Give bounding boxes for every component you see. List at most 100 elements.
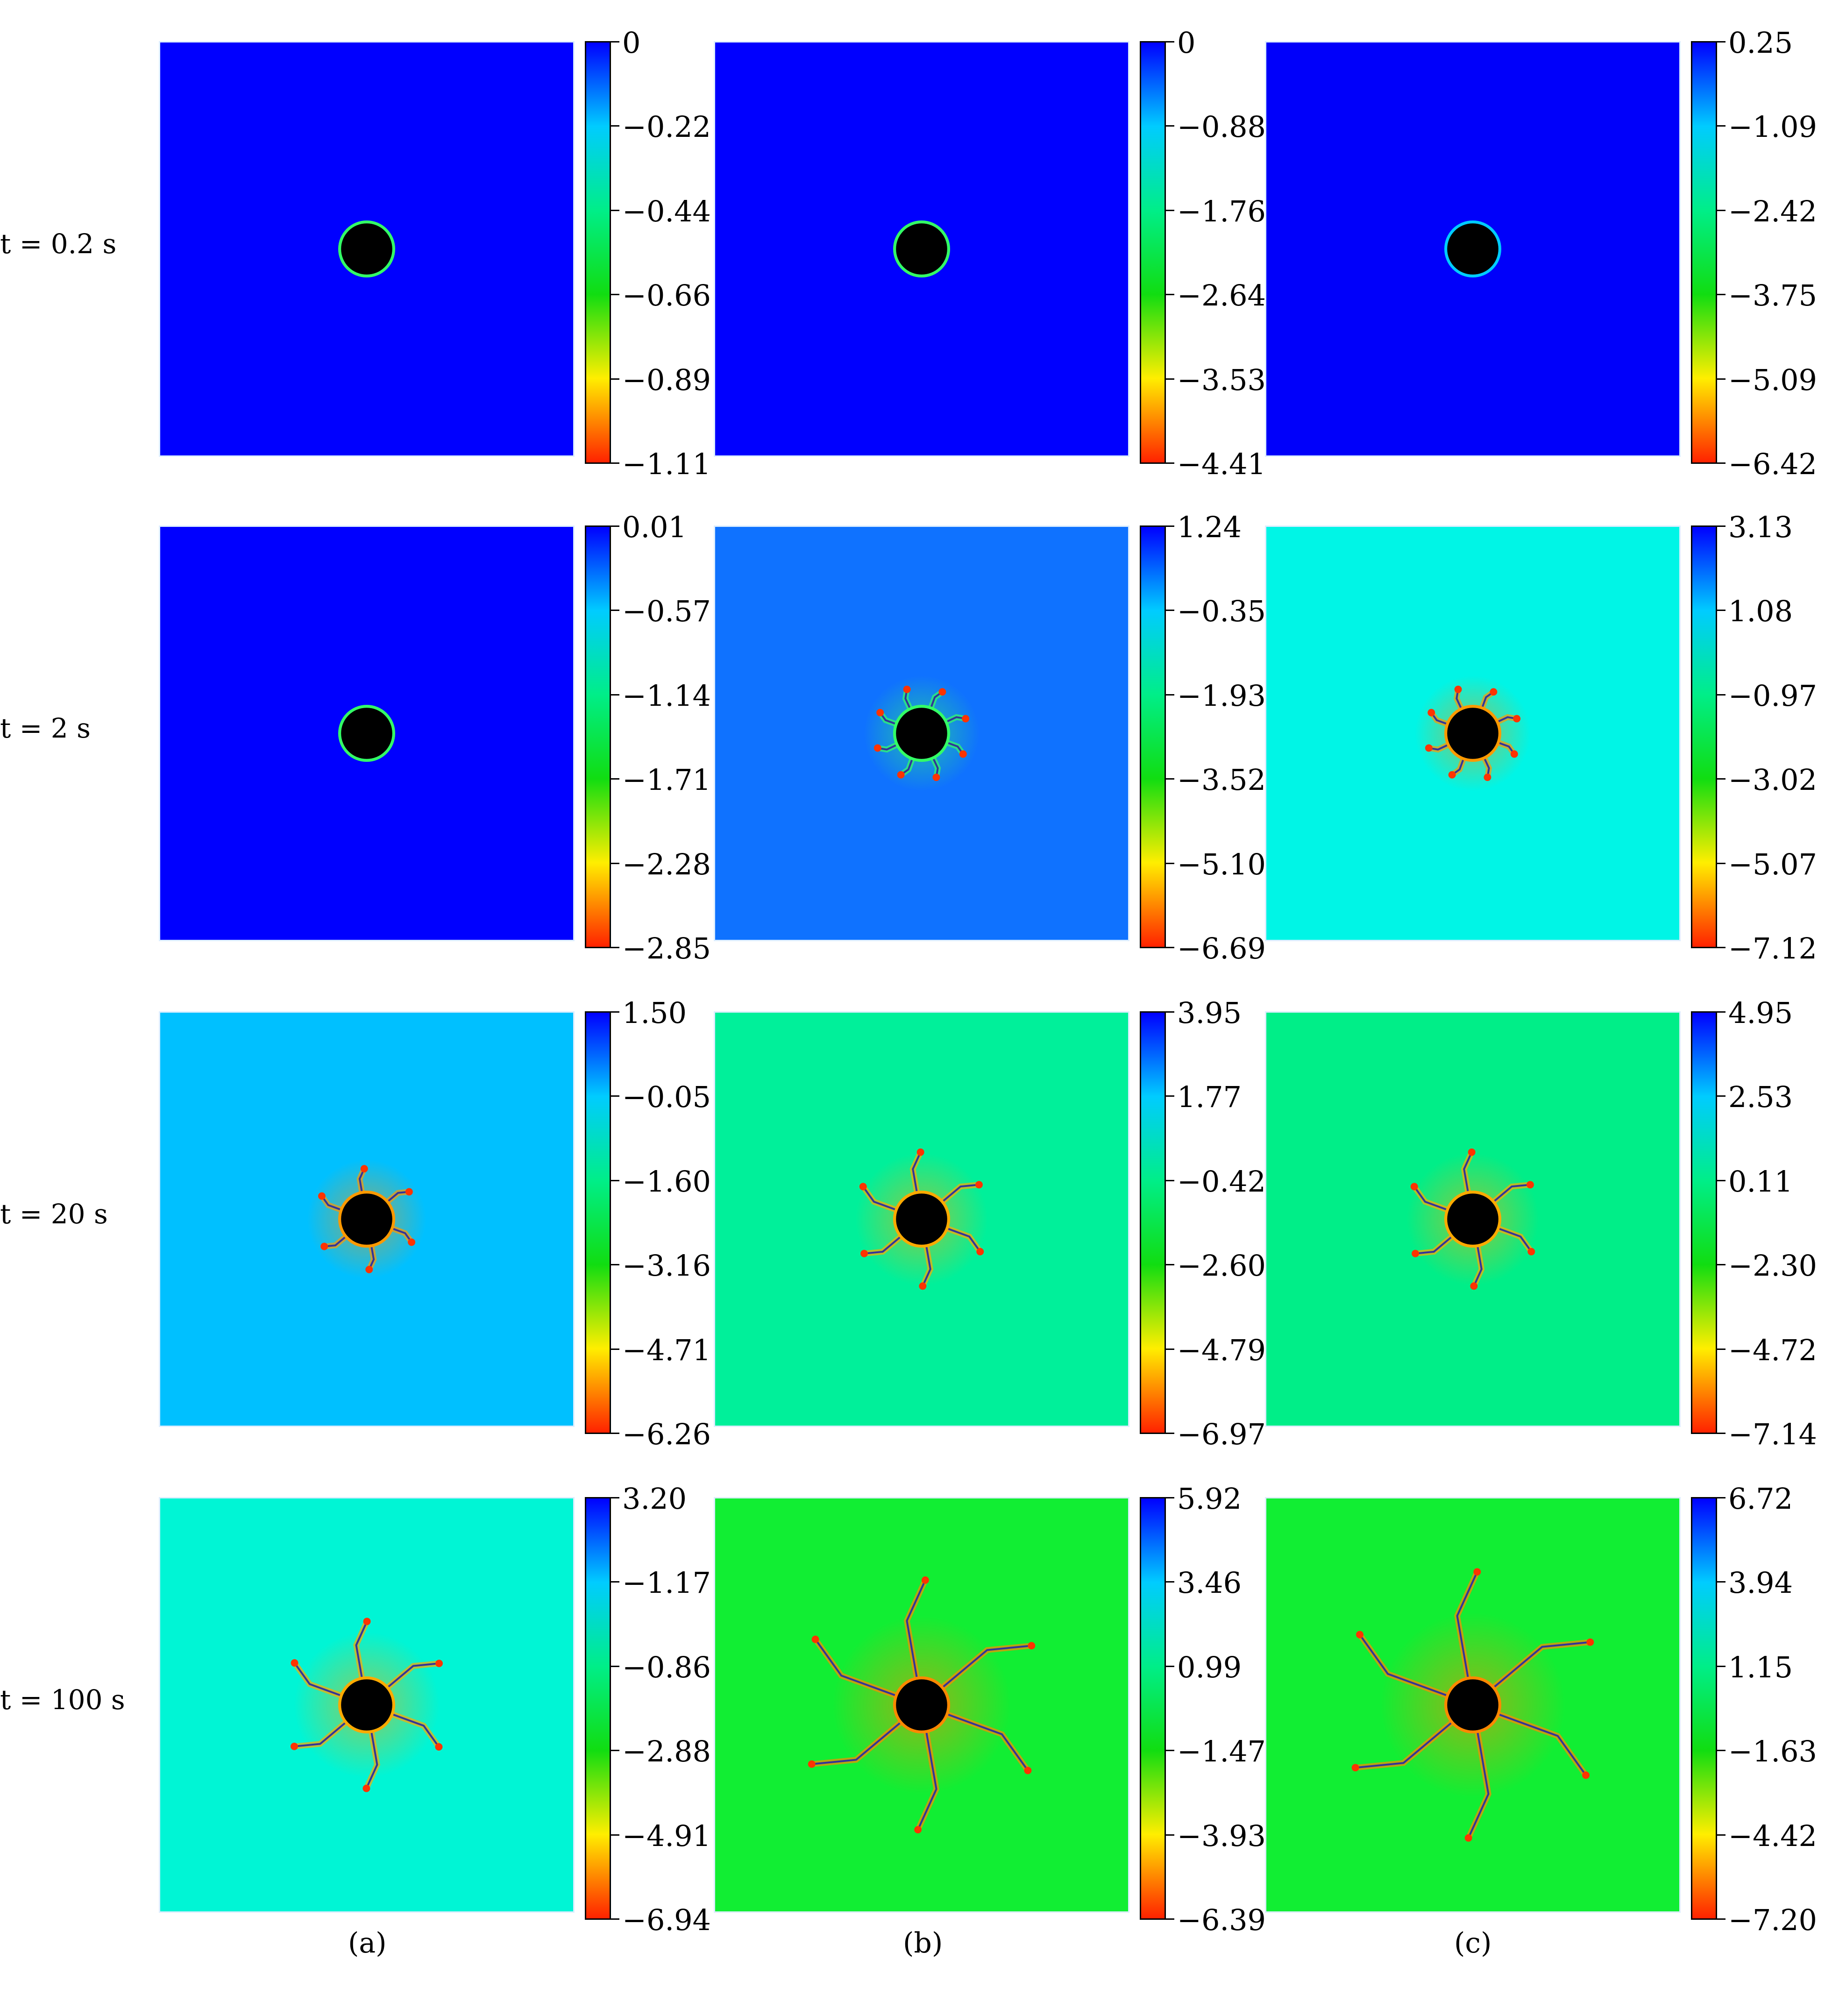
crack-line [1497, 1713, 1587, 1776]
colorbar-tick [1166, 1433, 1174, 1434]
crack-tip [921, 1576, 929, 1584]
column-label: (a) [348, 1927, 387, 1959]
crack-tip [1028, 1642, 1036, 1650]
colorbar-tick-label: −2.30 [1728, 1249, 1817, 1283]
crack-tip [362, 1784, 370, 1792]
crack-line [1473, 1244, 1483, 1287]
colorbar-tick [611, 525, 619, 527]
crack-tip [1024, 1767, 1032, 1775]
crack-tip [1425, 744, 1433, 752]
colorbar-tick-label: −2.85 [622, 931, 711, 965]
colorbar-tick [1717, 1011, 1726, 1013]
colorbar-tick-label: 3.13 [1728, 510, 1793, 544]
colorbar-tick [1166, 525, 1174, 527]
colorbar-tick [611, 1581, 619, 1583]
colorbar-tick-label: 1.24 [1177, 510, 1242, 544]
colorbar [1140, 1497, 1166, 1920]
colorbar-tick [611, 1011, 619, 1013]
colorbar-tick [611, 125, 619, 127]
crack-tip [1473, 1568, 1481, 1576]
colorbar-tick [1166, 378, 1174, 380]
colorbar-tick-label: 0 [622, 26, 641, 60]
contour-panel [1265, 1011, 1681, 1427]
crack-tip [808, 1760, 816, 1768]
colorbar-tick [1166, 1497, 1174, 1498]
colorbar-tick-label: −2.64 [1177, 278, 1266, 313]
contour-field [715, 1498, 1128, 1911]
colorbar-tick-label: −4.71 [622, 1333, 711, 1367]
crack-tip [1527, 1248, 1535, 1256]
colorbar-tick [611, 294, 619, 296]
crack-line [1492, 1641, 1591, 1689]
crack-tip [1513, 715, 1521, 723]
colorbar-tick-label: −1.63 [1728, 1734, 1817, 1769]
crack-line [1456, 1571, 1478, 1680]
crack-line [906, 1580, 926, 1680]
colorbar-tick [1717, 1179, 1726, 1181]
colorbar-tick-label: −6.94 [622, 1903, 711, 1937]
colorbar-tick-label: −1.60 [622, 1164, 711, 1199]
colorbar-tick-label: −3.53 [1177, 362, 1266, 397]
crack-tip [435, 1660, 443, 1668]
crack-line [1415, 1235, 1454, 1255]
colorbar-tick [1166, 125, 1174, 127]
crack-line [945, 1227, 981, 1252]
colorbar-tick-label: −0.35 [1177, 594, 1266, 629]
crack-line [391, 1713, 440, 1748]
row-label: t = 0.2 s [0, 228, 117, 260]
colorbar-tick [1717, 378, 1726, 380]
crack-tip [320, 1242, 328, 1250]
crack-tip [811, 1635, 819, 1643]
crack-tip [975, 1181, 983, 1189]
colorbar-tick [1166, 610, 1174, 611]
colorbar-tick [1717, 778, 1726, 780]
crack-tip [959, 750, 967, 758]
colorbar-tick-label: 1.15 [1728, 1650, 1793, 1684]
crack-tip [1448, 771, 1456, 779]
colorbar-tick [1166, 1834, 1174, 1836]
colorbar [1691, 1011, 1717, 1434]
colorbar-tick [1166, 1179, 1174, 1181]
colorbar-tick-label: 3.94 [1728, 1566, 1793, 1600]
colorbar-tick [1717, 1918, 1726, 1920]
contour-panel [1265, 1497, 1681, 1913]
contour-field [1266, 527, 1679, 940]
colorbar-tick-label: −6.26 [622, 1417, 711, 1451]
colorbar-tick-label: −1.76 [1177, 194, 1266, 228]
crack-tip [1351, 1764, 1359, 1772]
colorbar-tick [1717, 1581, 1726, 1583]
colorbar-tick-label: −0.89 [622, 362, 711, 397]
colorbar-tick [611, 1665, 619, 1667]
crack-line [1413, 1186, 1449, 1211]
row-label: t = 20 s [0, 1198, 108, 1230]
colorbar-tick-label: 4.95 [1728, 996, 1793, 1030]
colorbar-tick [611, 694, 619, 696]
colorbar-tick-label: 2.53 [1728, 1080, 1793, 1114]
colorbar-tick [611, 1348, 619, 1350]
crack-tip [873, 744, 881, 752]
crack-line [365, 1730, 378, 1789]
contour-field [160, 1498, 573, 1911]
colorbar-tick [1717, 125, 1726, 127]
colorbar-tick-label: −7.14 [1728, 1417, 1817, 1451]
colorbar-tick-label: 3.95 [1177, 996, 1242, 1030]
colorbar-tick-label: −2.28 [622, 847, 711, 881]
colorbar-tick-label: −0.44 [622, 194, 711, 228]
crack-line [368, 1244, 375, 1270]
crack-tip [876, 709, 884, 717]
colorbar-tick-label: −3.52 [1177, 763, 1266, 797]
borehole [341, 708, 392, 759]
colorbar-tick [1166, 694, 1174, 696]
colorbar-tick [1166, 209, 1174, 211]
colorbar-tick [1166, 1095, 1174, 1097]
colorbar [1691, 41, 1717, 464]
colorbar-tick [611, 209, 619, 211]
crack-tip [859, 1183, 867, 1191]
crack-tip [1356, 1631, 1363, 1639]
colorbar-tick [1717, 610, 1726, 611]
crack-line [922, 1244, 931, 1287]
colorbar-tick-label: −1.11 [622, 447, 711, 481]
crack-tip [1468, 1148, 1476, 1156]
colorbar-tick [1166, 1581, 1174, 1583]
crack-tip [318, 1192, 326, 1200]
